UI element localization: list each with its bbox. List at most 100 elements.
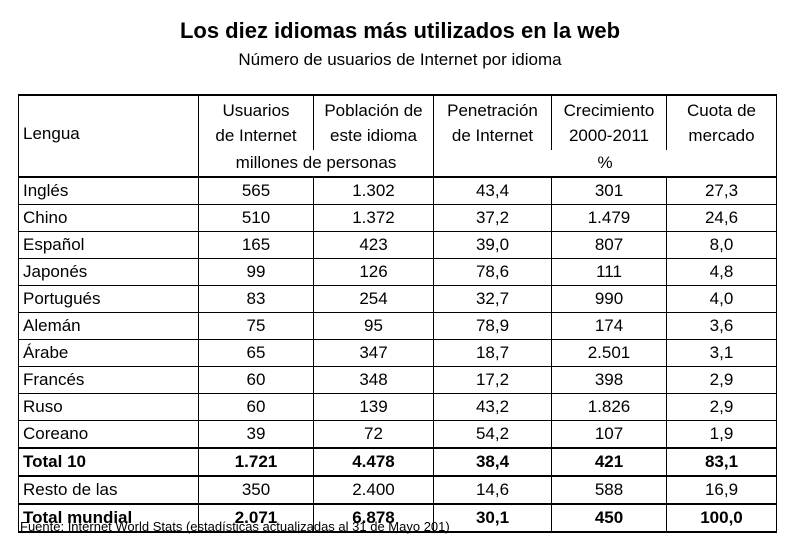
header-poblacion: Población de este idioma	[313, 94, 434, 150]
cell-cuota: 8,0	[666, 231, 777, 259]
cell-poblacion: 1.302	[313, 177, 434, 205]
cell-poblacion: 1.372	[313, 204, 434, 232]
cell-cuota: 27,3	[666, 177, 777, 205]
cell-lengua: Español	[18, 231, 199, 259]
cell-lengua: Total 10	[18, 447, 199, 477]
header-penetracion-line2: de Internet	[451, 126, 534, 145]
cell-cuota: 16,9	[666, 476, 777, 505]
header-cuota-line2: mercado	[688, 126, 755, 145]
header-cuota-line1: Cuota de	[687, 101, 756, 120]
cell-cuota: 4,8	[666, 258, 777, 286]
cell-lengua: Inglés	[18, 177, 199, 205]
units-row: millones de personas %	[18, 150, 777, 178]
cell-cuota: 3,1	[666, 339, 777, 367]
cell-cuota: 1,9	[666, 420, 777, 449]
cell-usuarios: 350	[198, 476, 314, 505]
cell-cuota: 83,1	[666, 447, 777, 477]
cell-poblacion: 72	[313, 420, 434, 449]
table-row: Alemán 75 95 78,9 174 3,6	[18, 312, 777, 340]
header-poblacion-line1: Población de	[324, 101, 423, 120]
cell-penetracion: 78,6	[433, 258, 552, 286]
cell-usuarios: 75	[198, 312, 314, 340]
cell-poblacion: 254	[313, 285, 434, 313]
table-row: Chino 510 1.372 37,2 1.479 24,6	[18, 204, 777, 232]
table-row: Francés 60 348 17,2 398 2,9	[18, 366, 777, 394]
cell-crecimiento: 421	[551, 447, 667, 477]
cell-lengua: Francés	[18, 366, 199, 394]
cell-penetracion: 14,6	[433, 476, 552, 505]
cell-poblacion: 347	[313, 339, 434, 367]
chart-title: Los diez idiomas más utilizados en la we…	[179, 18, 621, 43]
cell-lengua: Japonés	[18, 258, 199, 286]
cell-poblacion: 139	[313, 393, 434, 421]
header-usuarios-line2: de Internet	[215, 126, 297, 145]
cell-lengua: Chino	[18, 204, 199, 232]
header-poblacion-line2: este idioma	[330, 126, 417, 145]
cell-usuarios: 510	[198, 204, 314, 232]
cell-crecimiento: 174	[551, 312, 667, 340]
cell-lengua: Alemán	[18, 312, 199, 340]
cell-lengua: Ruso	[18, 393, 199, 421]
cell-usuarios: 60	[198, 393, 314, 421]
cell-penetracion: 43,2	[433, 393, 552, 421]
table-row: Japonés 99 126 78,6 111 4,8	[18, 258, 777, 286]
cell-crecimiento: 450	[551, 503, 667, 533]
cell-usuarios: 83	[198, 285, 314, 313]
cell-poblacion: 4.478	[313, 447, 434, 477]
cell-penetracion: 17,2	[433, 366, 552, 394]
header-crecimiento-line2: 2000-2011	[568, 126, 650, 145]
header-usuarios: Usuarios de Internet	[198, 94, 314, 150]
table-row: Ruso 60 139 43,2 1.826 2,9	[18, 393, 777, 421]
table-row: Español 165 423 39,0 807 8,0	[18, 231, 777, 259]
cell-penetracion: 39,0	[433, 231, 552, 259]
cell-crecimiento: 1.479	[551, 204, 667, 232]
header-crecimiento-line1: Crecimiento	[563, 101, 655, 120]
cell-penetracion: 78,9	[433, 312, 552, 340]
cell-cuota: 3,6	[666, 312, 777, 340]
cell-crecimiento: 588	[551, 476, 667, 505]
cell-usuarios: 565	[198, 177, 314, 205]
cell-usuarios: 99	[198, 258, 314, 286]
cell-cuota: 2,9	[666, 393, 777, 421]
table-row: Inglés 565 1.302 43,4 301 27,3	[18, 177, 777, 205]
cell-usuarios: 65	[198, 339, 314, 367]
total-world-row: Total mundial 2.071 6.878 30,1 450 100,0	[18, 503, 777, 533]
cell-lengua: Total mundial	[18, 503, 199, 533]
cell-cuota: 24,6	[666, 204, 777, 232]
unit-percent: %	[433, 150, 777, 178]
cell-poblacion: 95	[313, 312, 434, 340]
header-penetracion-line1: Penetración	[447, 101, 538, 120]
header-usuarios-line1: Usuarios	[222, 101, 290, 120]
cell-usuarios: 2.071	[198, 503, 314, 533]
cell-crecimiento: 990	[551, 285, 667, 313]
cell-penetracion: 18,7	[433, 339, 552, 367]
cell-poblacion: 2.400	[313, 476, 434, 505]
total-10-row: Total 10 1.721 4.478 38,4 421 83,1	[18, 447, 777, 477]
cell-cuota: 2,9	[666, 366, 777, 394]
cell-crecimiento: 107	[551, 420, 667, 449]
cell-crecimiento: 111	[551, 258, 667, 286]
header-row: Lengua Usuarios de Internet Población de…	[18, 94, 777, 150]
rest-row: Resto de las 350 2.400 14,6 588 16,9	[18, 476, 777, 505]
cell-crecimiento: 807	[551, 231, 667, 259]
unit-millions: millones de personas	[198, 150, 434, 178]
cell-poblacion: 423	[313, 231, 434, 259]
cell-crecimiento: 1.826	[551, 393, 667, 421]
cell-penetracion: 43,4	[433, 177, 552, 205]
table-row: Coreano 39 72 54,2 107 1,9	[18, 420, 777, 449]
cell-penetracion: 30,1	[433, 503, 552, 533]
header-penetracion: Penetración de Internet	[433, 94, 552, 150]
header-cuota: Cuota de mercado	[666, 94, 777, 150]
cell-crecimiento: 398	[551, 366, 667, 394]
cell-usuarios: 165	[198, 231, 314, 259]
chart-subtitle: Número de usuarios de Internet por idiom…	[238, 50, 562, 69]
source-note: Fuente: Internet World Stats (estadístic…	[20, 519, 450, 534]
cell-crecimiento: 2.501	[551, 339, 667, 367]
cell-crecimiento: 301	[551, 177, 667, 205]
header-crecimiento: Crecimiento 2000-2011	[551, 94, 667, 150]
table-row: Árabe 65 347 18,7 2.501 3,1	[18, 339, 777, 367]
cell-poblacion: 126	[313, 258, 434, 286]
languages-table: Lengua Usuarios de Internet Población de…	[18, 94, 777, 533]
cell-poblacion: 348	[313, 366, 434, 394]
header-lengua: Lengua	[18, 94, 199, 150]
